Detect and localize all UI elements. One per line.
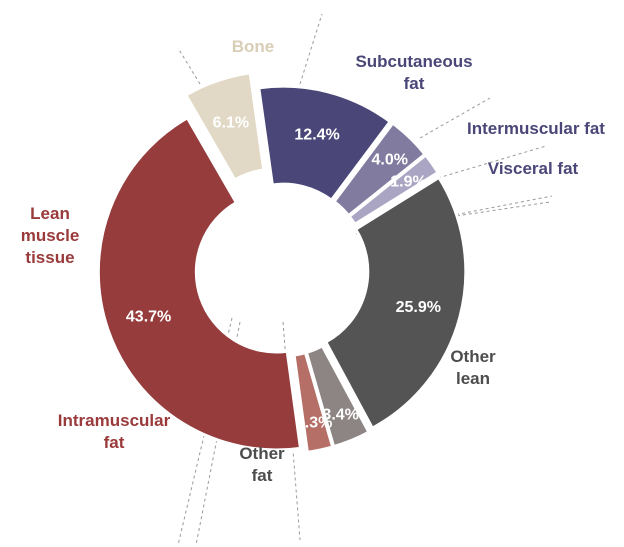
name-label-line: Lean <box>30 204 70 223</box>
slice-other-lean <box>323 175 468 431</box>
leader-line <box>437 145 547 179</box>
name-label-visceral-fat: Visceral fat <box>488 159 579 178</box>
name-label-line: fat <box>252 466 273 485</box>
leader-line <box>299 13 323 85</box>
value-label-bone: 6.1% <box>213 115 249 132</box>
name-label-other-fat: Other fat <box>239 444 285 485</box>
name-label-line: Other <box>450 347 496 366</box>
slice-visceral-fat <box>347 152 441 227</box>
name-label-line: Subcutaneous <box>355 52 472 71</box>
leader-line <box>177 47 201 85</box>
name-label-line: tissue <box>25 248 74 267</box>
value-label-lean-muscle-tissue: 43.7% <box>126 309 171 326</box>
name-label-line: Bone <box>232 37 275 56</box>
value-label-other-fat: 3.4% <box>322 406 358 423</box>
name-label-line: fat <box>404 74 425 93</box>
name-label-line: muscle <box>21 226 80 245</box>
value-label-intramuscular-fat: 2.3% <box>296 415 332 432</box>
name-label-lean-muscle-tissue: Lean muscle tissue <box>21 204 80 267</box>
chart-slices <box>96 71 468 454</box>
name-label-line: Visceral fat <box>488 159 579 178</box>
value-label-intermuscular-fat: 4.0% <box>371 152 407 169</box>
name-label-line: Intramuscular <box>58 411 171 430</box>
slice-name-labels: Bone Subcutaneous fat Intermuscular fat Visc… <box>21 37 606 485</box>
name-label-intermuscular-fat: Intermuscular fat <box>467 119 605 138</box>
name-label-bone: Bone <box>232 37 275 56</box>
slice-bone <box>183 71 266 182</box>
slice-lean-muscle-tissue <box>96 115 303 452</box>
name-label-line: fat <box>104 433 125 452</box>
name-label-line: Other <box>239 444 285 463</box>
slice-intramuscular-fat <box>292 350 335 454</box>
value-label-subcutaneous-fat: 12.4% <box>294 126 339 143</box>
leader-line <box>419 97 491 139</box>
name-label-other-lean: Other lean <box>450 347 496 388</box>
name-label-subcutaneous-fat: Subcutaneous fat <box>355 52 472 93</box>
value-label-visceral-fat: 1.9% <box>390 173 426 190</box>
name-label-intramuscular-fat: Intramuscular fat <box>58 411 171 452</box>
value-label-other-lean: 25.9% <box>396 299 441 316</box>
name-label-line: lean <box>456 369 490 388</box>
slice-value-labels: 6.1% 12.4% 4.0% 1.9% 25.9% 3.4%2.3% 43.7% <box>126 115 441 432</box>
name-label-line: Intermuscular fat <box>467 119 605 138</box>
slice-subcutaneous-fat <box>257 84 393 203</box>
